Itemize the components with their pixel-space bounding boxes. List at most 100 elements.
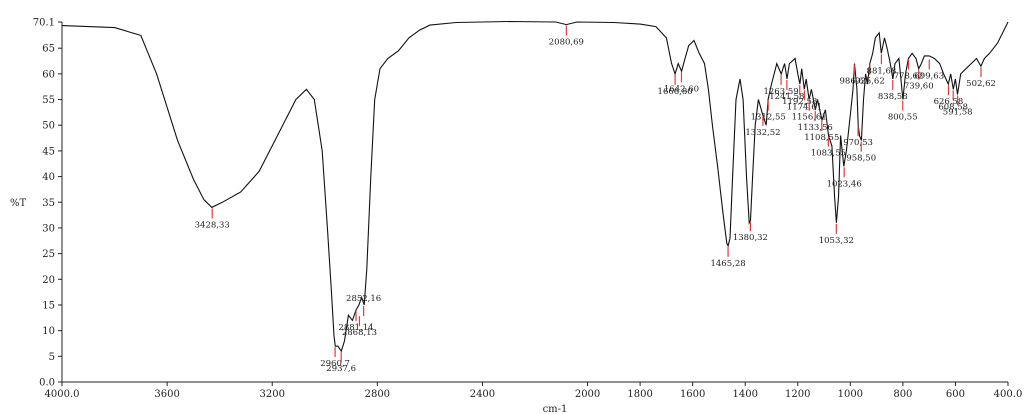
peak-label: 1380,32 (733, 233, 768, 243)
peak-annotation: 3428,33 (195, 208, 230, 230)
peak-annotation: 1465,28 (710, 246, 746, 269)
peak-annotation: 1108,55 (804, 121, 839, 143)
peak-label: 1241,58 (769, 92, 804, 102)
peak-label: 1023,46 (827, 179, 862, 189)
peak-annotation: 838,58 (878, 80, 908, 102)
y-tick-label: 70.1 (33, 18, 55, 29)
peak-label: 502,62 (966, 79, 996, 89)
x-tick-label: 2400 (470, 389, 495, 400)
y-axis-ticks: 0.0 5 10 15 20 25 30 35 40 45 50 55 60 65 70.1 (33, 18, 62, 389)
peak-annotation: 2960,7 (320, 347, 350, 369)
peak-annotation: 1023,46 (827, 167, 862, 189)
x-axis-label: cm-1 (543, 404, 568, 414)
peak-annotation: 881,68 (867, 54, 897, 76)
peak-annotation: 626,58 (934, 85, 964, 107)
y-tick-label: 5 (49, 352, 55, 363)
peak-annotation: 1192,58 (782, 85, 817, 107)
series-group (61, 20, 1009, 353)
y-tick-label: 0.0 (39, 378, 55, 389)
peak-label: 2881,14 (338, 323, 373, 333)
peak-annotation: 1053,32 (819, 223, 854, 246)
peak-annotation: 591,58 (943, 95, 973, 117)
y-tick-label: 30 (42, 223, 55, 234)
peak-annotation: 958,50 (846, 141, 876, 164)
y-tick-label: 10 (42, 326, 55, 337)
x-axis-ticks: 4000.0 3600 3200 2800 2400 2000 1800 1600 1400 12… (45, 382, 1023, 400)
peak-label: 986,60 (840, 77, 870, 87)
peak-label: 1174,61 (787, 102, 822, 112)
x-tick-label: 4000.0 (45, 389, 80, 400)
peak-annotation: 1666,80 (658, 74, 693, 97)
peak-annotation: 1312,55 (751, 100, 786, 123)
peak-annotation: 800,55 (888, 100, 918, 123)
peak-label: 1083,55 (811, 148, 846, 158)
peak-annotation: 608,58 (938, 90, 968, 112)
peak-label: 1642,60 (664, 84, 699, 94)
peak-annotation: 1263,59 (763, 74, 799, 97)
x-tick-label: 2800 (365, 389, 390, 400)
y-tick-label: 45 (42, 146, 55, 157)
x-tick-label: 3600 (154, 389, 179, 400)
spectrum-line (61, 20, 1009, 353)
peak-label: 1312,55 (751, 113, 786, 123)
x-tick-label: 1800 (627, 389, 652, 400)
peak-annotation: 502,62 (966, 67, 996, 89)
peak-annotation: 2080,69 (549, 25, 584, 48)
peak-label: 1332,52 (745, 128, 780, 138)
peak-annotation: 1332,52 (745, 115, 781, 138)
peak-label: 626,58 (934, 97, 964, 107)
peak-annotation: 778,62 (894, 59, 924, 81)
peak-annotation: 1083,55 (811, 136, 846, 158)
x-tick-label: 800 (893, 389, 912, 400)
peak-label: 3428,33 (195, 220, 230, 230)
x-tick-label: 600 (946, 389, 965, 400)
peak-label: 1465,28 (710, 259, 745, 269)
x-tick-label: 3200 (259, 389, 284, 400)
peak-label: 838,58 (878, 92, 908, 102)
peak-label: 699,63 (914, 71, 944, 81)
peak-label: 1108,55 (804, 133, 839, 143)
peak-label: 1666,80 (658, 87, 693, 97)
peak-label: 970,53 (843, 138, 873, 148)
peak-label: 2868,13 (342, 328, 377, 338)
x-tick-label: 1000 (838, 389, 863, 400)
peak-label: 2852,16 (346, 294, 381, 304)
x-tick-label: 1400 (732, 389, 757, 400)
x-tick-label: 1600 (680, 389, 705, 400)
peak-label: 925,62 (855, 77, 885, 87)
peak-label: 2080,69 (549, 38, 584, 48)
peak-label: 2960,7 (320, 359, 350, 369)
peak-label: 591,58 (943, 107, 973, 117)
y-tick-label: 20 (42, 275, 55, 286)
peak-annotation: 1156,61 (792, 100, 827, 123)
y-tick-label: 65 (42, 44, 55, 55)
peak-annotation: 2881,14 (338, 311, 374, 333)
y-tick-label: 60 (42, 69, 55, 80)
peak-annotation: 1133,56 (798, 110, 833, 133)
peak-label: 2937,6 (326, 364, 356, 374)
y-tick-label: 50 (42, 121, 55, 132)
peak-annotation: 2852,16 (346, 294, 381, 316)
peak-label: 778,62 (894, 71, 924, 81)
peak-label: 1263,59 (763, 87, 798, 97)
x-tick-label: 1200 (785, 389, 810, 400)
peak-label: 1192,58 (782, 97, 817, 107)
peak-annotation: 2937,6 (326, 352, 356, 374)
peak-annotation: 970,53 (843, 126, 873, 148)
x-tick-label: 400.0 (994, 389, 1023, 400)
peak-annotation: 925,62 (855, 64, 885, 87)
peak-label: 739,60 (904, 82, 934, 92)
peak-label: 1133,56 (798, 123, 833, 133)
peak-annotation: 739,60 (904, 69, 934, 92)
peak-label: 1156,61 (792, 113, 827, 123)
peak-annotation: 1174,61 (787, 90, 822, 112)
peak-label: 800,55 (888, 113, 918, 123)
peak-label: 881,68 (867, 66, 897, 76)
peak-annotation: 986,60 (840, 64, 870, 87)
peak-annotation: 1380,32 (733, 221, 768, 243)
y-tick-label: 40 (42, 172, 55, 183)
peak-annotation: 2868,13 (342, 316, 377, 338)
y-axis-label: %T (10, 198, 27, 209)
